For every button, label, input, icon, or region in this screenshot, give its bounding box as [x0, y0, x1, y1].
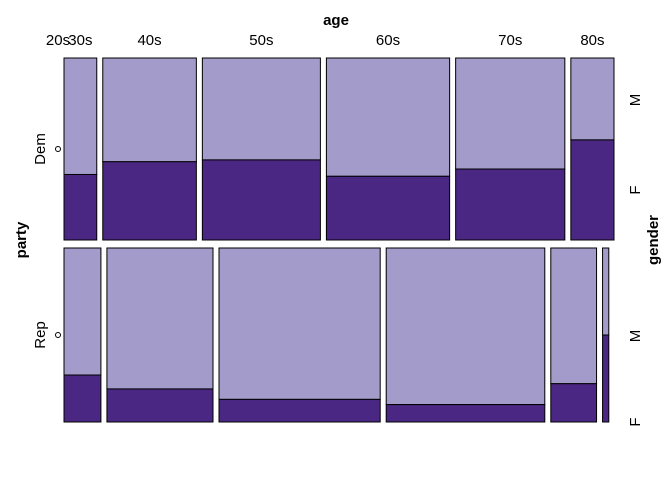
empty-cell-marker	[55, 332, 61, 338]
tile-male	[218, 247, 381, 400]
cell-dem-30s	[63, 57, 98, 241]
cell-dem-50s	[201, 57, 321, 241]
tile-male	[102, 57, 197, 163]
tile-female	[570, 139, 615, 241]
cell-dem-70s	[455, 57, 566, 241]
tile-male	[106, 247, 214, 390]
tile-male	[63, 57, 98, 175]
y-tick-label: Rep	[32, 321, 49, 349]
x-tick-label: 30s	[68, 32, 92, 49]
tile-female	[455, 168, 566, 241]
y-tick-label: Dem	[32, 133, 49, 165]
cell-rep-30s	[63, 247, 102, 423]
tile-male	[602, 247, 610, 336]
cell-dem-60s	[325, 57, 451, 241]
z-tick-label: F	[627, 417, 644, 426]
gender-tick-labels: M F M F	[627, 94, 644, 427]
tile-female	[602, 334, 610, 423]
party-tick-labels: Dem Rep	[32, 133, 49, 349]
mosaic-tiles	[55, 57, 615, 423]
tile-female	[218, 398, 381, 423]
tile-female	[102, 161, 197, 241]
cell-rep-80s	[602, 247, 610, 423]
cell-rep-50s	[218, 247, 381, 423]
tile-male	[325, 57, 451, 177]
z-tick-label: M	[627, 330, 644, 343]
tile-female	[550, 383, 598, 423]
tile-male	[550, 247, 598, 385]
z-tick-label: F	[627, 185, 644, 194]
tile-female	[325, 175, 451, 241]
tile-female	[63, 374, 102, 423]
x-tick-label: 70s	[498, 32, 522, 49]
tile-male	[201, 57, 321, 161]
x-tick-label: 50s	[249, 32, 273, 49]
tile-male	[63, 247, 102, 376]
x-tick-label: 60s	[376, 32, 400, 49]
tile-male	[455, 57, 566, 170]
x-tick-label: 80s	[580, 32, 604, 49]
z-axis-title: gender	[645, 215, 662, 265]
tile-female	[106, 388, 214, 423]
tile-female	[385, 404, 546, 423]
x-tick-label: 20s	[46, 32, 70, 49]
cell-rep-40s	[106, 247, 214, 423]
cell-dem-80s	[570, 57, 615, 241]
tile-male	[385, 247, 546, 406]
x-tick-label: 40s	[137, 32, 161, 49]
x-axis-title: age	[323, 12, 349, 29]
cell-rep-70s	[550, 247, 598, 423]
empty-cell-marker	[55, 146, 61, 152]
y-axis-title: party	[13, 221, 30, 258]
cell-dem-40s	[102, 57, 197, 241]
tile-female	[201, 159, 321, 241]
cell-rep-60s	[385, 247, 546, 423]
tile-female	[63, 173, 98, 241]
cell-dem-20s	[55, 146, 61, 152]
z-tick-label: M	[627, 94, 644, 107]
tile-male	[570, 57, 615, 141]
cell-rep-20s	[55, 332, 61, 338]
